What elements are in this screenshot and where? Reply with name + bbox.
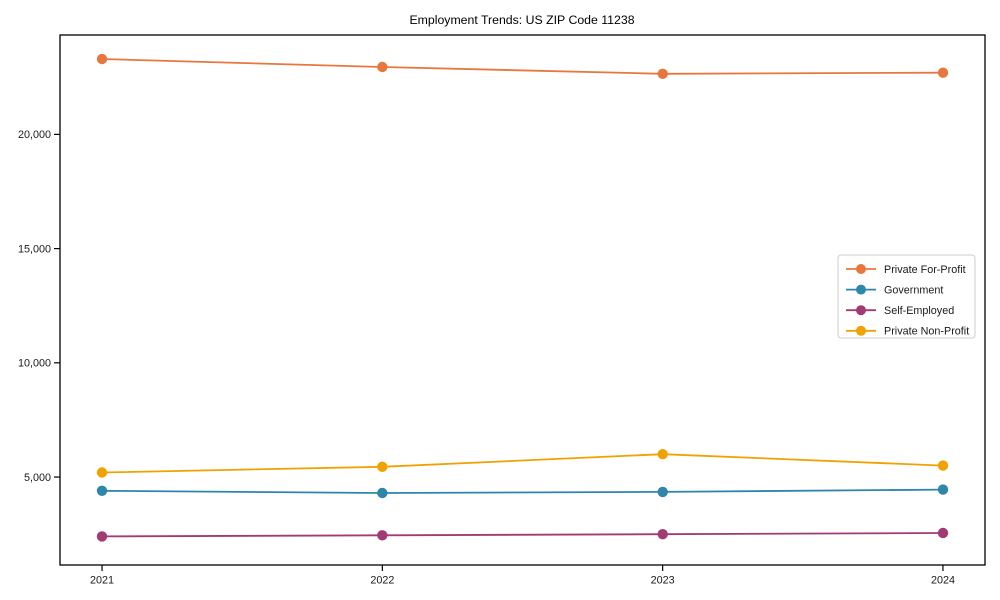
legend-marker [856, 325, 866, 336]
legend-item-label: Private Non-Profit [884, 326, 969, 338]
data-point-private-for-profit [657, 68, 668, 80]
data-point-self-employed [937, 527, 949, 539]
data-point-government [377, 487, 388, 499]
plot-border [59, 34, 986, 566]
data-point-private-for-profit [377, 61, 388, 73]
data-point-private-for-profit [96, 53, 108, 65]
series-line-private-non-profit [101, 453, 944, 474]
data-point-government [937, 484, 949, 495]
legend-item-label: Self-Employed [884, 305, 954, 317]
data-point-private-for-profit [937, 67, 949, 78]
x-axis-tick-label: 2021 [90, 575, 114, 587]
data-point-private-non-profit [937, 460, 949, 471]
data-point-private-non-profit [657, 449, 668, 460]
legend-marker [856, 305, 866, 316]
data-point-self-employed [96, 531, 108, 542]
y-axis-tick-label: 20,000 [18, 129, 51, 141]
x-axis-tick-label: 2022 [370, 575, 394, 587]
series-line-self-employed [101, 532, 944, 538]
chart-title: Employment Trends: US ZIP Code 11238 [409, 13, 634, 27]
series-line-government [101, 488, 944, 494]
legend-item-label: Private For-Profit [884, 264, 966, 276]
axes-layer: 5,000 10,000 15,000 20,000 2021 2022 2023 2024 [18, 34, 986, 587]
legend-box [837, 254, 976, 339]
legend-item-label: Government [884, 284, 943, 296]
data-point-self-employed [377, 530, 388, 541]
legend-marker [856, 264, 866, 274]
x-axis-tick-label: 2024 [931, 575, 955, 587]
y-axis-tick-label: 5,000 [24, 472, 51, 484]
legend-marker [856, 284, 866, 295]
y-axis-tick-label: 10,000 [18, 358, 51, 370]
x-axis-tick-label: 2023 [651, 575, 675, 587]
data-point-private-non-profit [377, 461, 388, 472]
data-point-government [96, 485, 108, 496]
data-point-self-employed [657, 529, 668, 540]
y-axis-tick-label: 15,000 [18, 243, 51, 255]
data-point-private-non-profit [96, 467, 108, 478]
series-line-private-for-profit [101, 58, 944, 75]
series-layer [96, 53, 949, 542]
data-point-government [657, 486, 668, 498]
legend-layer: Private For-Profit Government Self-Employe… [837, 254, 976, 339]
